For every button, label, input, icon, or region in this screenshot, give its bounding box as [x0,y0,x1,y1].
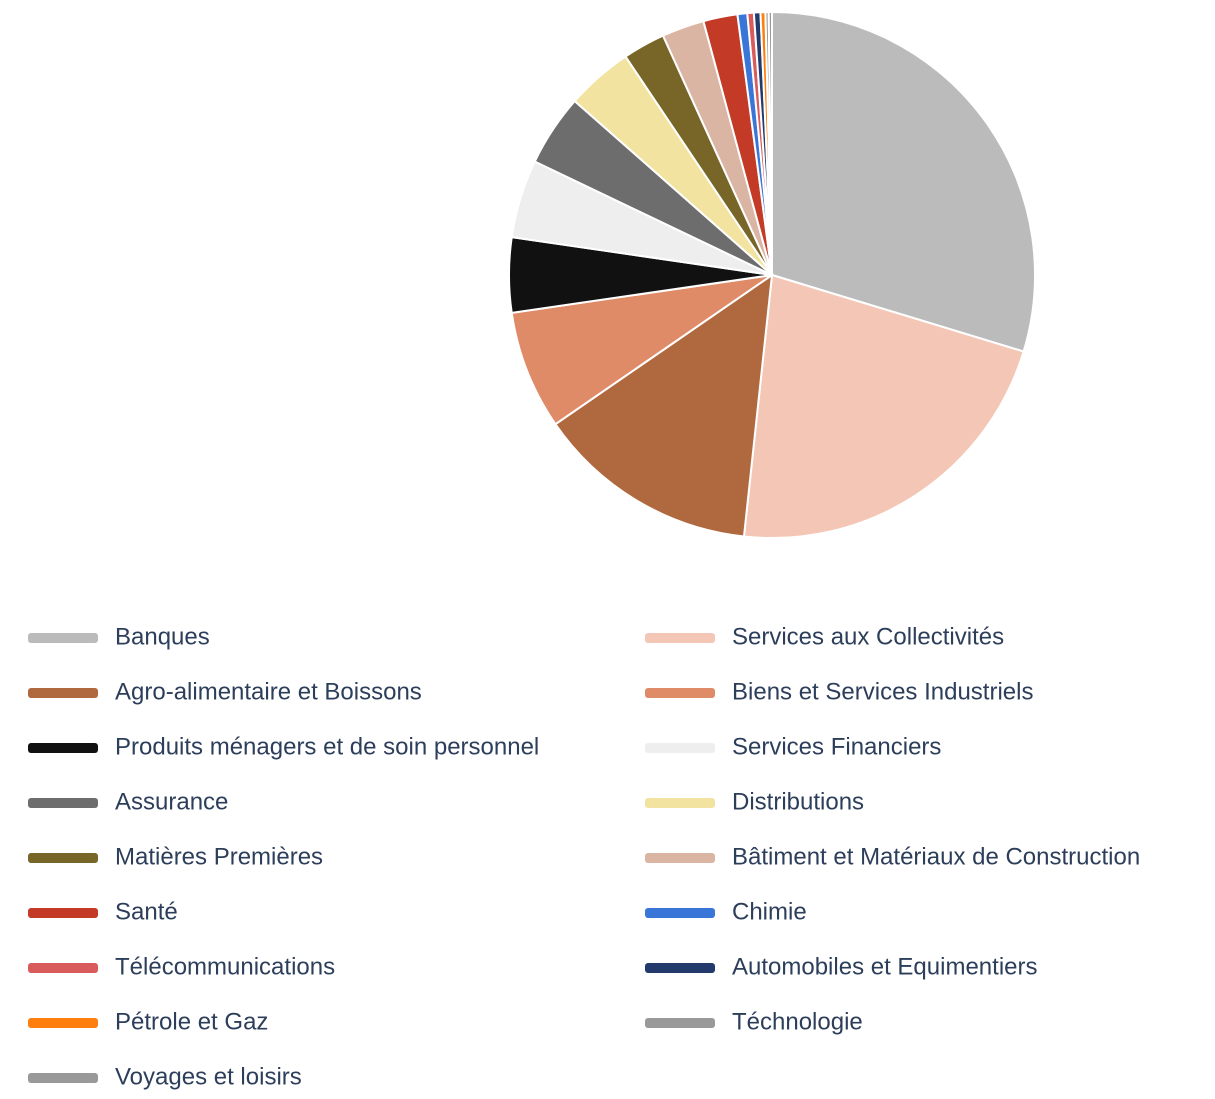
legend-label: Télécommunications [115,953,335,980]
legend-swatch [28,633,98,643]
legend-swatch [645,853,715,863]
legend-label: Biens et Services Industriels [732,678,1033,705]
pie-slice [554,272,774,538]
legend-label: Distributions [732,788,864,815]
legend-swatch [645,633,715,643]
legend-swatch [645,688,715,698]
legend-label: Banques [115,623,210,650]
legend-label: Agro-alimentaire et Boissons [115,678,422,705]
legend-label: Automobiles et Equimentiers [732,953,1037,980]
legend-label: Produits ménagers et de soin personnel [115,733,539,760]
legend-swatch [28,743,98,753]
legend-swatch [28,688,98,698]
legend-label: Pétrole et Gaz [115,1008,268,1035]
legend-swatch [645,1018,715,1028]
legend-swatch [645,963,715,973]
legend-swatch [645,908,715,918]
legend-swatch [28,908,98,918]
legend-swatch [28,1073,98,1083]
legend-swatch [28,798,98,808]
legend-label: Chimie [732,898,807,925]
legend-label: Téchnologie [732,1008,863,1035]
legend-swatch [645,798,715,808]
legend-swatch [28,963,98,973]
legend-swatch [28,1018,98,1028]
legend-swatch [645,743,715,753]
legend-label: Services Financiers [732,733,941,760]
pie-slice [742,273,1025,539]
pie-slice [771,10,1036,353]
legend-label: Bâtiment et Matériaux de Construction [732,843,1140,870]
legend-label: Santé [115,898,178,925]
legend-label: Assurance [115,788,228,815]
legend-label: Services aux Collectivités [732,623,1004,650]
legend-swatch [28,853,98,863]
legend-label: Matières Premières [115,843,323,870]
pie-slice [767,10,773,276]
legend-label: Voyages et loisirs [115,1063,302,1090]
pie-slice [510,274,773,426]
